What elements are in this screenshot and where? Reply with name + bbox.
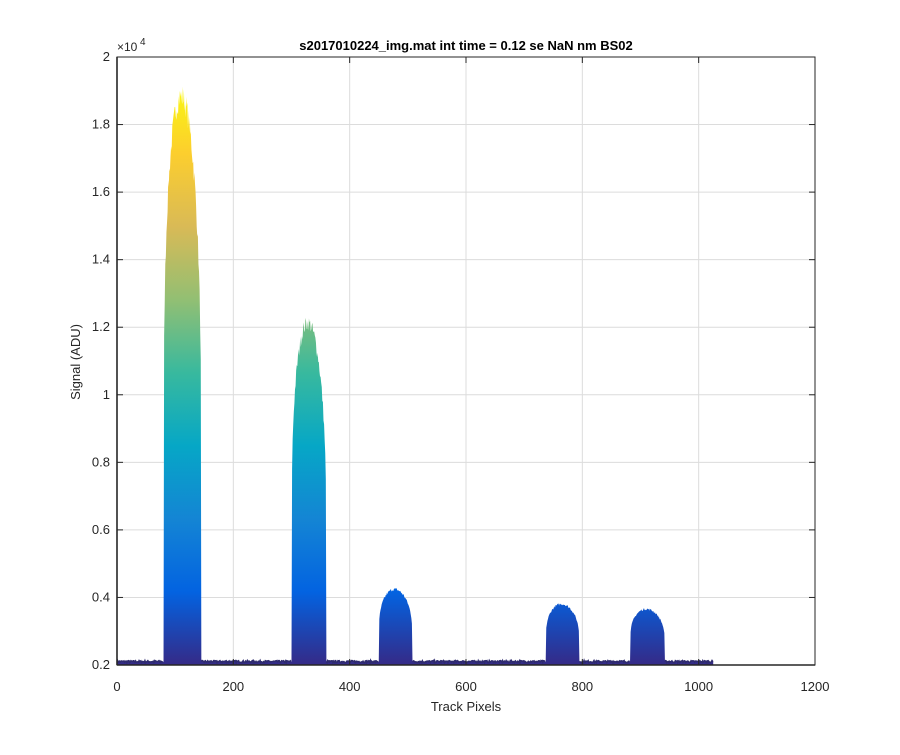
x-tick-label: 400 [339,679,361,694]
baseline-trace [117,658,714,665]
tick-labels: 0 200 400 600 800 1000 1200 0.2 0.4 0.6 0.8 1 1.2 1.4… [92,49,830,694]
x-tick-label: 0 [113,679,120,694]
x-tick-label: 1000 [684,679,713,694]
y-tick-label: 1 [103,387,110,402]
y-tick-label: 0.4 [92,589,110,604]
x-tick-label: 600 [455,679,477,694]
signal-series [117,86,714,665]
y-exponent: ×10 4 [117,37,146,54]
x-axis-label: Track Pixels [431,699,502,714]
y-tick-label: 0.6 [92,522,110,537]
signal-area [117,86,714,665]
y-axis-label: Signal (ADU) [68,324,83,400]
x-tick-label: 1200 [801,679,830,694]
y-tick-label: 1.4 [92,252,110,267]
chart-title: s2017010224_img.mat int time = 0.12 se N… [299,38,633,53]
y-tick-label: 1.2 [92,319,110,334]
x-tick-label: 200 [222,679,244,694]
y-tick-label: 2 [103,49,110,64]
y-tick-label: 0.2 [92,657,110,672]
grid [117,57,815,665]
y-tick-label: 1.8 [92,117,110,132]
y-exponent-base: ×10 [117,40,138,54]
y-tick-label: 0.8 [92,454,110,469]
y-exponent-power: 4 [140,37,146,48]
y-tick-label: 1.6 [92,184,110,199]
axes [116,56,816,666]
x-tick-label: 800 [571,679,593,694]
